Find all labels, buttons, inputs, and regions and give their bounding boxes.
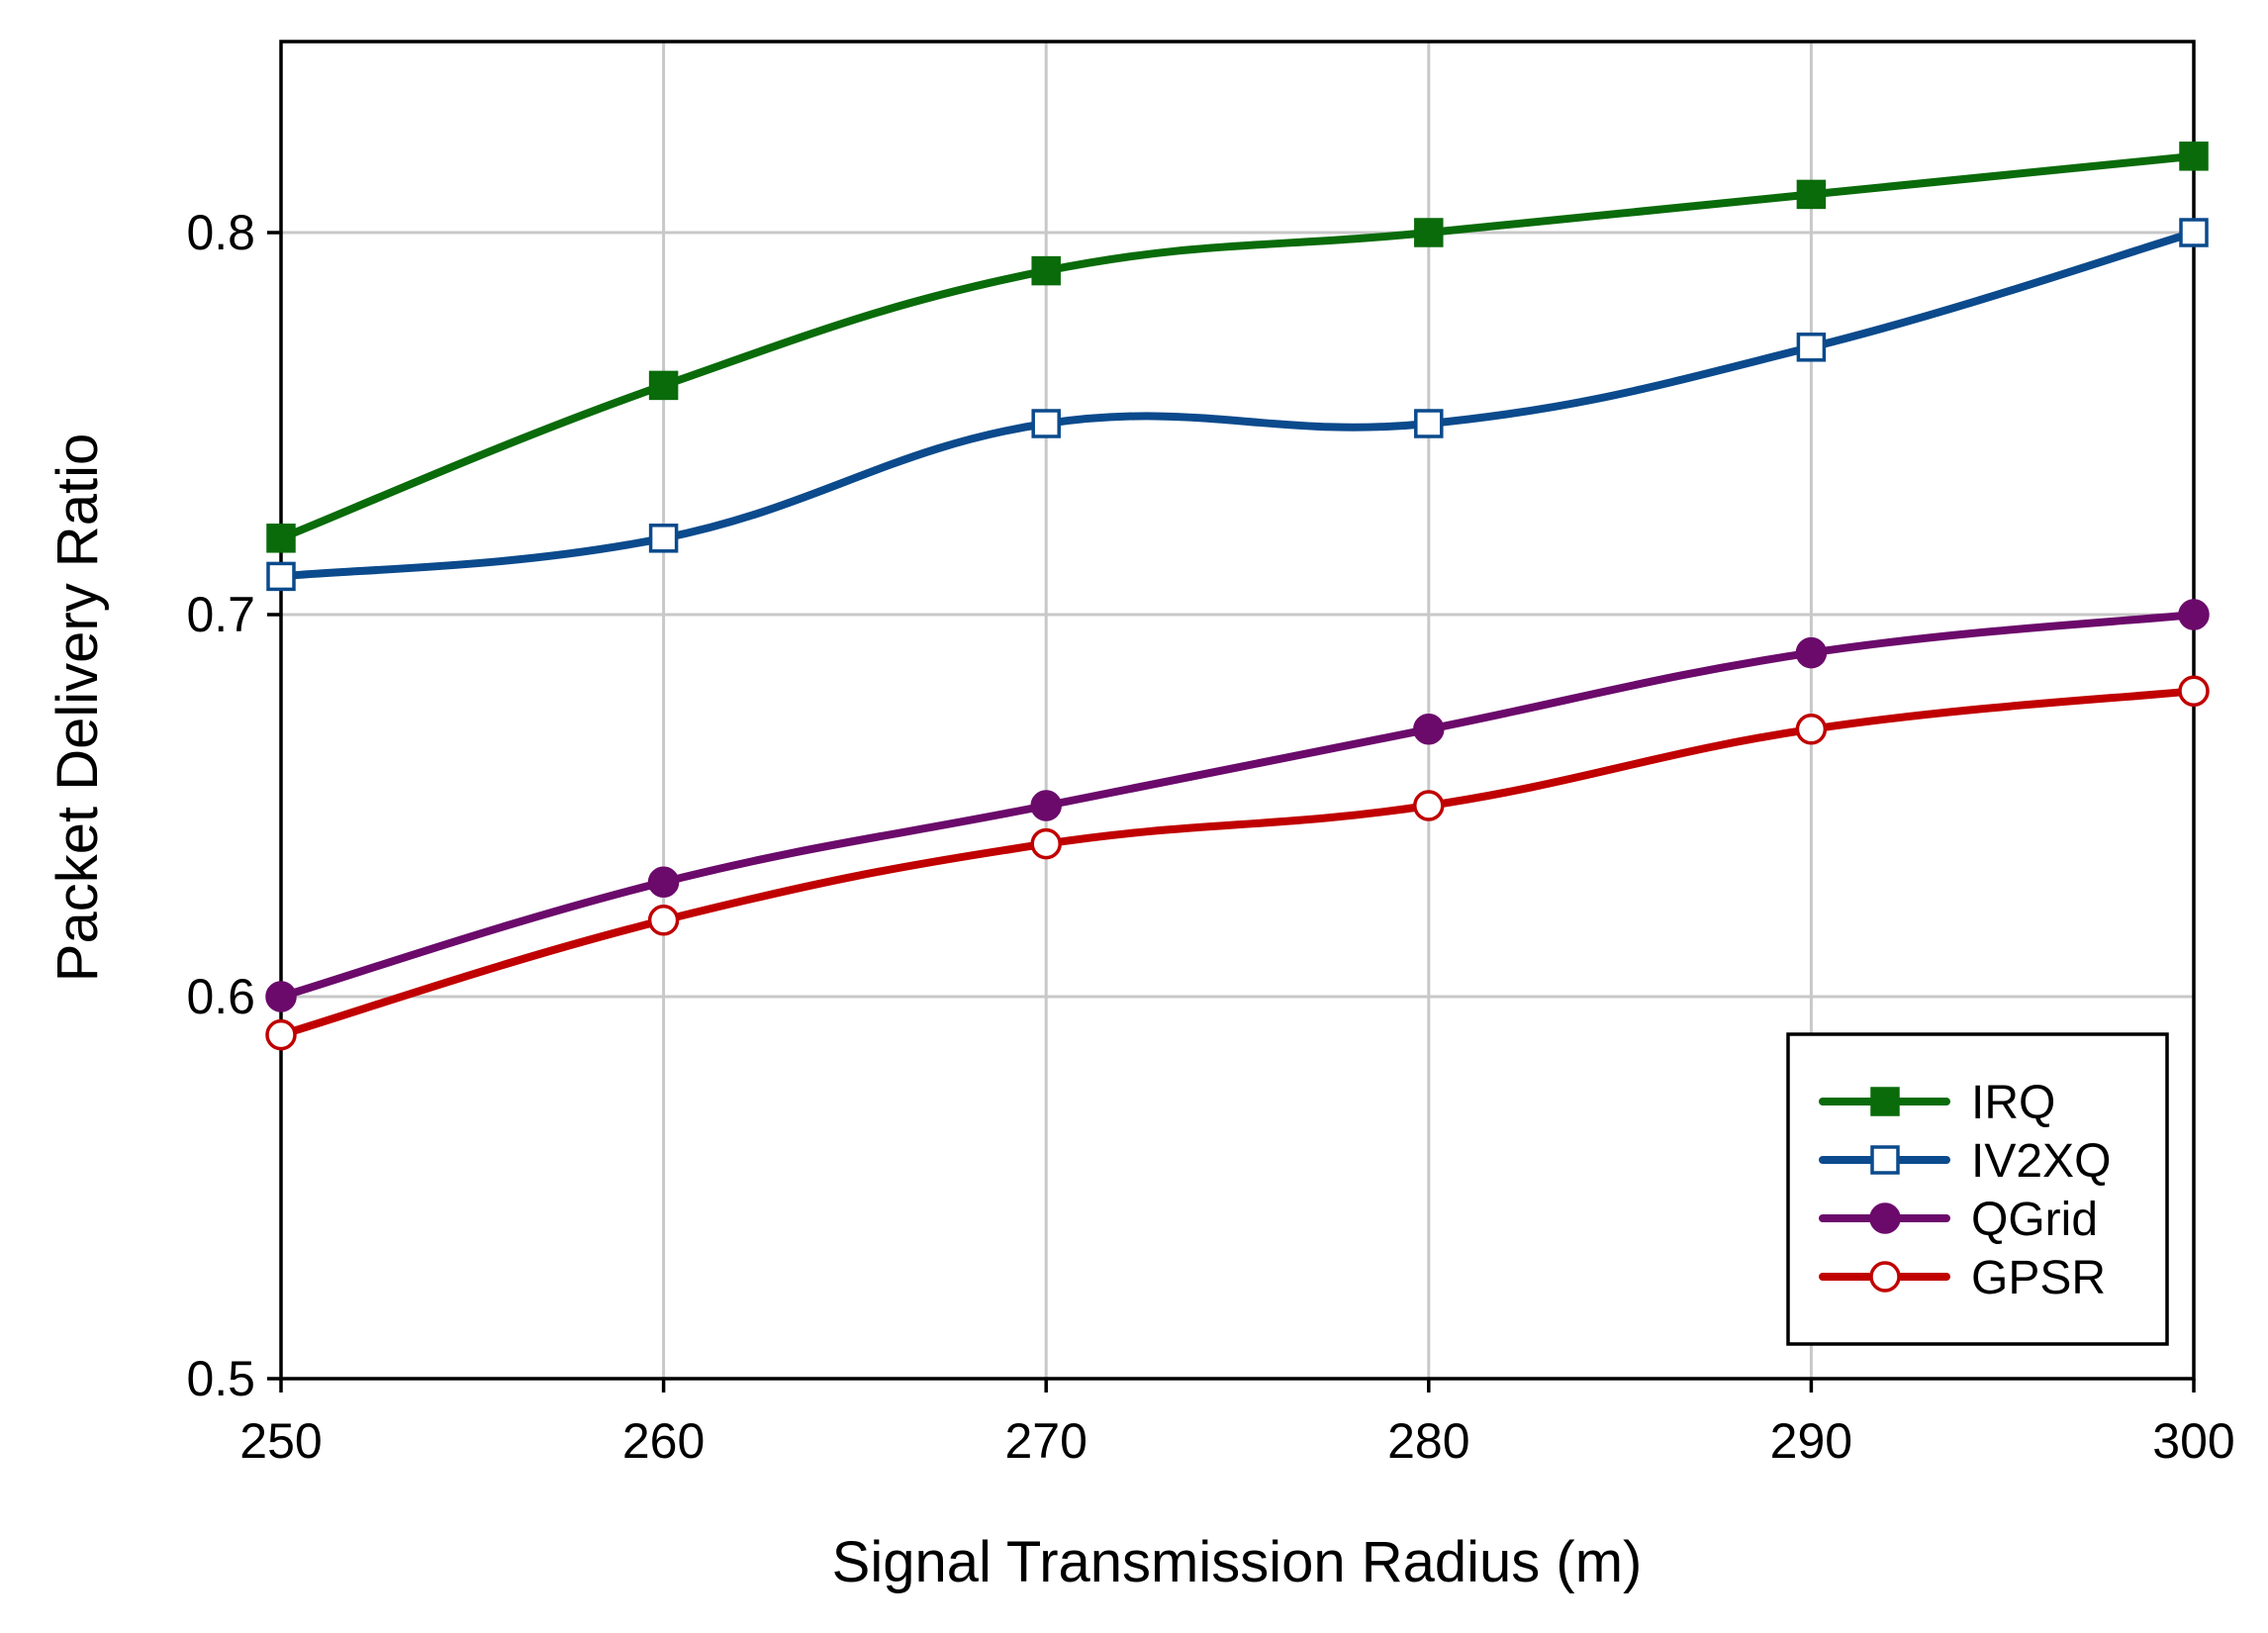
legend-entry-irq: IRQ [1819, 1077, 2055, 1129]
x-tick-label: 270 [1004, 1413, 1087, 1469]
data-point-iv2xq [648, 524, 679, 553]
x-tick-label: 280 [1387, 1413, 1469, 1469]
data-point-qgrid [265, 981, 297, 1012]
data-point-irq [648, 370, 679, 401]
y-tick-label: 0.8 [186, 205, 255, 260]
data-point-gpsr [265, 1018, 297, 1051]
y-tick-label: 0.7 [186, 587, 255, 642]
data-point-irq [266, 524, 296, 553]
series-iv2xq [266, 218, 2209, 592]
x-axis-title: Signal Transmission Radius (m) [832, 1530, 1643, 1594]
data-point-iv2xq [2179, 218, 2209, 247]
data-point-gpsr [1413, 790, 1445, 821]
data-point-irq [1031, 255, 1061, 286]
legend-entry-gpsr: GPSR [1819, 1252, 2106, 1304]
series-line-iv2xq [277, 229, 2198, 581]
data-point-iv2xq [1414, 409, 1444, 438]
y-axis-title: Packet Delivery Ratio [46, 433, 110, 982]
data-point-qgrid [647, 866, 680, 898]
data-point-gpsr [647, 905, 680, 936]
x-tick-label: 300 [2152, 1413, 2234, 1469]
x-tick-label: 250 [239, 1413, 322, 1469]
data-series [265, 142, 2210, 1051]
data-point-qgrid [1795, 636, 1828, 669]
legend-label-irq: IRQ [1971, 1077, 2055, 1129]
data-point-irq [1796, 179, 1827, 210]
legend-marker-irq [1870, 1087, 1900, 1116]
data-point-gpsr [2178, 675, 2210, 707]
legend-entry-qgrid: QGrid [1819, 1194, 2098, 1246]
series-line-irq [277, 151, 2198, 542]
legend-entry-iv2xq: IV2XQ [1819, 1135, 2111, 1188]
legend-label-gpsr: GPSR [1971, 1252, 2106, 1304]
data-point-iv2xq [266, 561, 296, 592]
axes: 250 260 270 280 290 300 0.5 0.6 0.7 0.8 [186, 40, 2235, 1469]
y-tick-label: 0.6 [186, 969, 255, 1024]
data-point-iv2xq [1031, 409, 1061, 438]
plot-frame [279, 40, 2196, 1381]
data-point-iv2xq [1796, 333, 1827, 362]
series-line-gpsr [277, 687, 2198, 1039]
legend-box [1786, 1032, 2169, 1346]
data-point-irq [2179, 142, 2209, 171]
legend-marker-gpsr [1869, 1261, 1901, 1293]
data-point-gpsr [1030, 827, 1062, 860]
legend-marker-qgrid [1869, 1202, 1901, 1234]
x-tick-label: 290 [1770, 1413, 1852, 1469]
series-line-qgrid [277, 611, 2198, 1001]
series-qgrid [265, 599, 2210, 1012]
legend: IRQ IV2XQ QGrid GPSR [1786, 1032, 2169, 1346]
data-point-qgrid [1030, 790, 1062, 821]
legend-label-iv2xq: IV2XQ [1971, 1135, 2111, 1188]
series-gpsr [265, 675, 2210, 1051]
data-point-irq [1414, 218, 1444, 247]
legend-label-qgrid: QGrid [1971, 1194, 2098, 1246]
data-point-gpsr [1795, 714, 1828, 745]
series-irq [266, 142, 2209, 553]
data-point-qgrid [2178, 599, 2210, 630]
data-point-qgrid [1413, 714, 1445, 745]
x-tick-label: 260 [622, 1413, 705, 1469]
legend-marker-iv2xq [1870, 1145, 1900, 1175]
axis-labels: Signal Transmission Radius (m) Packet De… [46, 433, 1642, 1594]
y-tick-label: 0.5 [186, 1351, 255, 1406]
